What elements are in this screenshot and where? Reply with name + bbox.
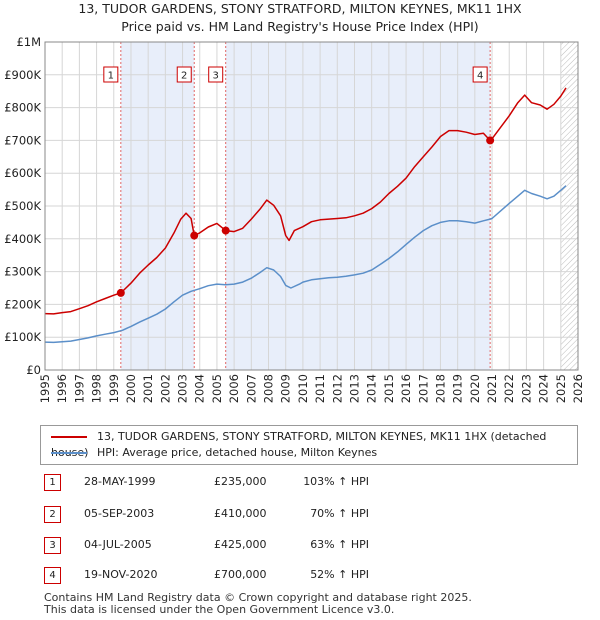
- x-tick-label: 2006: [227, 374, 241, 403]
- transaction-date: 04-JUL-2005: [84, 538, 152, 551]
- sale-point: [190, 231, 199, 240]
- legend-swatch-property: [51, 436, 87, 438]
- sale-label-box: [103, 66, 119, 83]
- sale-label-box: [472, 66, 488, 83]
- x-tick-label: 1998: [90, 374, 104, 403]
- sale-point: [221, 226, 230, 235]
- y-tick-label: £0: [26, 363, 41, 377]
- x-tick-label: 2017: [416, 374, 430, 403]
- chart-legend: 13, TUDOR GARDENS, STONY STRATFORD, MILT…: [40, 425, 578, 465]
- x-tick-label: 2023: [519, 374, 533, 403]
- hpi-line: [44, 185, 567, 344]
- x-tick-label: 2008: [262, 374, 276, 403]
- x-tick-label: 2021: [485, 374, 499, 403]
- x-tick-label: 2014: [365, 374, 379, 403]
- x-tick-label: 2024: [537, 374, 551, 403]
- sale-point: [116, 288, 125, 297]
- footer-copyright: Contains HM Land Registry data © Crown c…: [44, 591, 472, 604]
- x-tick-label: 2019: [451, 374, 465, 403]
- sale-label-box: [208, 66, 224, 83]
- price-chart: 1 2 3 4 £0 £100K £200K £300K £400K £500K £600K £70…: [4, 35, 585, 403]
- x-tick-label: 2005: [210, 374, 224, 403]
- transaction-date: 05-SEP-2003: [84, 507, 155, 520]
- sale-point: [486, 136, 495, 145]
- x-tick-label: 2026: [571, 374, 585, 403]
- transaction-price: £700,000: [214, 568, 267, 581]
- x-tick-label: 2016: [399, 374, 413, 403]
- x-tick-label: 2025: [554, 374, 568, 403]
- x-tick-label: 2015: [382, 374, 396, 403]
- x-tick-label: 2009: [279, 374, 293, 403]
- x-tick-label: 2018: [433, 374, 447, 403]
- x-tick-label: 1997: [72, 374, 86, 403]
- x-tick-label: 2004: [193, 374, 207, 403]
- transaction-number-badge: 4: [44, 567, 61, 584]
- transaction-price: £235,000: [214, 475, 267, 488]
- x-tick-label: 2011: [313, 374, 327, 403]
- sale-label-box: [176, 66, 192, 83]
- y-tick-label: £600K: [4, 166, 41, 180]
- y-tick-label: £900K: [4, 68, 41, 82]
- transaction-number-badge: 3: [44, 537, 61, 554]
- y-tick-label: £200K: [4, 297, 41, 311]
- x-tick-label: 1996: [55, 374, 69, 403]
- y-tick-label: £800K: [4, 101, 41, 115]
- legend-swatch-hpi: [51, 452, 87, 454]
- legend-item-hpi: HPI: Average price, detached house, Milt…: [51, 445, 377, 461]
- sale-label: 1: [108, 71, 114, 82]
- y-tick-label: £500K: [4, 199, 41, 213]
- transaction-date: 19-NOV-2020: [84, 568, 158, 581]
- x-tick-label: 2000: [124, 374, 138, 403]
- x-tick-label: 1999: [107, 374, 121, 403]
- chart-title-line1: 13, TUDOR GARDENS, STONY STRATFORD, MILT…: [78, 1, 522, 16]
- x-tick-label: 2010: [296, 374, 310, 403]
- transaction-hpi-change: 103% ↑ HPI: [303, 475, 369, 488]
- x-tick-label: 2002: [158, 374, 172, 403]
- x-tick-label: 2022: [502, 374, 516, 403]
- x-tick-label: 2020: [468, 374, 482, 403]
- sale-label: 4: [477, 71, 483, 82]
- footer-licence: This data is licensed under the Open Gov…: [44, 603, 395, 616]
- transaction-hpi-change: 52% ↑ HPI: [310, 568, 369, 581]
- x-tick-label: 2013: [347, 374, 361, 403]
- transaction-number-badge: 1: [44, 474, 61, 491]
- transaction-hpi-change: 70% ↑ HPI: [310, 507, 369, 520]
- y-tick-label: £400K: [4, 232, 41, 246]
- plot-frame: [44, 41, 579, 371]
- transaction-price: £425,000: [214, 538, 267, 551]
- y-tick-label: £300K: [4, 265, 41, 279]
- transaction-price: £410,000: [214, 507, 267, 520]
- x-tick-label: 1995: [38, 374, 52, 403]
- transaction-date: 28-MAY-1999: [84, 475, 156, 488]
- sale-label: 2: [181, 71, 187, 82]
- x-tick-label: 2001: [141, 374, 155, 403]
- x-tick-label: 2012: [330, 374, 344, 403]
- x-tick-label: 2007: [244, 374, 258, 403]
- y-tick-label: £1M: [16, 35, 41, 49]
- y-tick-label: £100K: [4, 330, 41, 344]
- transaction-hpi-change: 63% ↑ HPI: [310, 538, 369, 551]
- legend-label-hpi: HPI: Average price, detached house, Milt…: [97, 446, 378, 459]
- chart-title-line2: Price paid vs. HM Land Registry's House …: [121, 19, 479, 34]
- legend-item-property: 13, TUDOR GARDENS, STONY STRATFORD, MILT…: [51, 429, 577, 459]
- transaction-number-badge: 2: [44, 506, 61, 523]
- sale-label: 3: [213, 71, 219, 82]
- y-tick-label: £700K: [4, 133, 41, 147]
- x-tick-label: 2003: [176, 374, 190, 403]
